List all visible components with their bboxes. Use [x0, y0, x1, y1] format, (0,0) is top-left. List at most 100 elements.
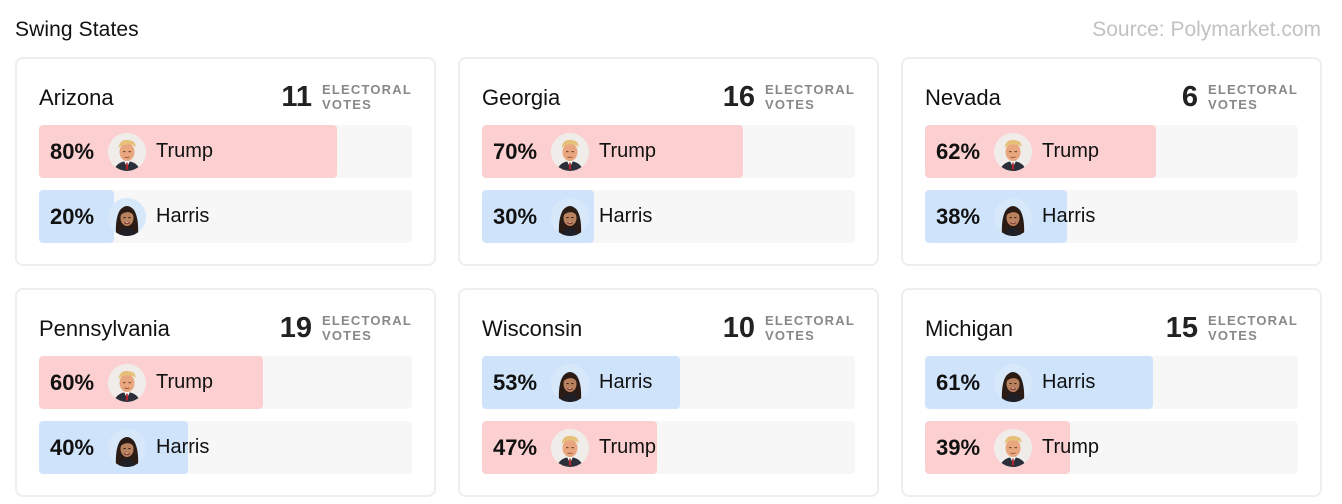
candidate-row-content: 20% Harris [39, 190, 209, 243]
state-card-arizona[interactable]: Arizona 11 ELECTORAL VOTES 80% Trump 20% Harris [15, 57, 436, 266]
state-card-wisconsin[interactable]: Wisconsin 10 ELECTORAL VOTES 53% Harris 47% Tru… [458, 288, 879, 497]
electoral-votes-label: ELECTORAL VOTES [1208, 82, 1298, 112]
probability-percent: 80% [50, 138, 95, 164]
state-name: Pennsylvania [39, 316, 170, 341]
state-card-nevada[interactable]: Nevada 6 ELECTORAL VOTES 62% Trump 38% Harris [901, 57, 1322, 266]
probability-percent: 40% [50, 434, 95, 460]
candidate-name: Harris [599, 205, 653, 227]
electoral-label-line2: VOTES [1207, 97, 1259, 112]
harris-avatar-icon [994, 363, 1032, 402]
electoral-label-line1: ELECTORAL [764, 313, 855, 328]
candidate-bars: 61% Harris 39% Trump [925, 356, 1298, 486]
candidate-row-harris[interactable]: 53% Harris [482, 356, 855, 409]
electoral-votes: 11 ELECTORAL VOTES [281, 81, 412, 113]
probability-percent: 38% [936, 203, 981, 229]
state-name: Wisconsin [482, 316, 583, 341]
candidate-name: Harris [156, 436, 210, 458]
state-name: Nevada [925, 85, 1001, 110]
electoral-label-line2: VOTES [321, 97, 373, 112]
candidate-row-trump[interactable]: 60% Trump [39, 356, 412, 409]
probability-percent: 39% [936, 434, 981, 460]
probability-bar-fill [39, 125, 338, 178]
electoral-label-line2: VOTES [764, 97, 816, 112]
candidate-name: Trump [156, 371, 214, 393]
candidate-name: Harris [1042, 205, 1096, 227]
electoral-votes-label: ELECTORAL VOTES [322, 313, 412, 343]
candidate-row-harris[interactable]: 40% Harris [39, 421, 412, 474]
candidate-name: Trump [1042, 140, 1100, 162]
electoral-votes-label: ELECTORAL VOTES [1208, 313, 1298, 343]
candidate-row-content: 80% Trump [39, 125, 213, 178]
state-card-michigan[interactable]: Michigan 15 ELECTORAL VOTES 61% Harris 39% Trum… [901, 288, 1322, 497]
source-link[interactable]: Source: Polymarket.com [1092, 18, 1321, 41]
candidate-row-content: 38% Harris [925, 190, 1095, 243]
harris-avatar-icon [108, 197, 146, 236]
harris-avatar-icon [551, 197, 589, 236]
card-header: Georgia 16 ELECTORAL VOTES [482, 59, 855, 125]
candidate-row-content: 39% Trump [925, 421, 1099, 474]
electoral-label-line2: VOTES [321, 328, 373, 343]
card-header: Michigan 15 ELECTORAL VOTES [925, 290, 1298, 356]
trump-avatar-icon [551, 132, 589, 171]
harris-avatar-icon [108, 428, 146, 467]
state-name: Michigan [925, 316, 1014, 341]
state-grid: Arizona 11 ELECTORAL VOTES 80% Trump 20% Harris… [15, 57, 1322, 497]
candidate-row-trump[interactable]: 47% Trump [482, 421, 855, 474]
candidate-bars: 60% Trump 40% Harris [39, 356, 412, 486]
state-card-georgia[interactable]: Georgia 16 ELECTORAL VOTES 70% Trump 30% Harris [458, 57, 879, 266]
electoral-label-line1: ELECTORAL [1207, 82, 1298, 97]
probability-percent: 70% [493, 138, 538, 164]
state-card-pennsylvania[interactable]: Pennsylvania 19 ELECTORAL VOTES 60% Trump 40% H… [15, 288, 436, 497]
candidate-name: Trump [599, 140, 657, 162]
card-header: Nevada 6 ELECTORAL VOTES [925, 59, 1298, 125]
electoral-label-line1: ELECTORAL [1207, 313, 1298, 328]
probability-percent: 30% [493, 203, 538, 229]
probability-percent: 61% [936, 369, 981, 395]
candidate-name: Trump [156, 140, 214, 162]
electoral-votes-count: 11 [281, 81, 312, 113]
candidate-row-trump[interactable]: 62% Trump [925, 125, 1298, 178]
electoral-votes-count: 15 [1165, 312, 1198, 344]
probability-bar-fill [925, 356, 1153, 409]
electoral-votes-label: ELECTORAL VOTES [765, 313, 855, 343]
candidate-row-trump[interactable]: 39% Trump [925, 421, 1298, 474]
page-title: Swing States [15, 18, 139, 41]
card-header: Pennsylvania 19 ELECTORAL VOTES [39, 290, 412, 356]
electoral-label-line1: ELECTORAL [321, 82, 412, 97]
electoral-votes-count: 6 [1181, 81, 1198, 113]
probability-percent: 47% [493, 434, 538, 460]
probability-bar-fill [39, 190, 114, 243]
candidate-row-content: 61% Harris [925, 356, 1095, 409]
candidate-row-harris[interactable]: 38% Harris [925, 190, 1298, 243]
candidate-row-content: 70% Trump [482, 125, 656, 178]
electoral-votes: 10 ELECTORAL VOTES [723, 312, 855, 344]
candidate-row-content: 40% Harris [39, 421, 209, 474]
probability-bar-fill [925, 125, 1157, 178]
candidate-name: Harris [599, 371, 653, 393]
candidate-row-harris[interactable]: 61% Harris [925, 356, 1298, 409]
electoral-votes-label: ELECTORAL VOTES [322, 82, 412, 112]
trump-avatar-icon [108, 132, 146, 171]
candidate-name: Harris [156, 205, 210, 227]
candidate-row-content: 62% Trump [925, 125, 1099, 178]
candidate-name: Trump [1042, 436, 1100, 458]
candidate-row-harris[interactable]: 20% Harris [39, 190, 412, 243]
candidate-row-trump[interactable]: 70% Trump [482, 125, 855, 178]
electoral-label-line1: ELECTORAL [321, 313, 412, 328]
candidate-name: Harris [1042, 371, 1096, 393]
card-header: Arizona 11 ELECTORAL VOTES [39, 59, 412, 125]
electoral-label-line2: VOTES [764, 328, 816, 343]
probability-bar-fill [482, 125, 744, 178]
trump-avatar-icon [108, 363, 146, 402]
electoral-votes-count: 10 [722, 312, 755, 344]
candidate-row-trump[interactable]: 80% Trump [39, 125, 412, 178]
state-name: Arizona [39, 85, 114, 110]
trump-avatar-icon [994, 132, 1032, 171]
electoral-votes: 19 ELECTORAL VOTES [280, 312, 412, 344]
electoral-votes-count: 19 [279, 312, 312, 344]
candidate-row-harris[interactable]: 30% Harris [482, 190, 855, 243]
electoral-votes: 15 ELECTORAL VOTES [1166, 312, 1298, 344]
candidate-bars: 70% Trump 30% Harris [482, 125, 855, 255]
electoral-label-line2: VOTES [1207, 328, 1259, 343]
trump-avatar-icon [994, 428, 1032, 467]
